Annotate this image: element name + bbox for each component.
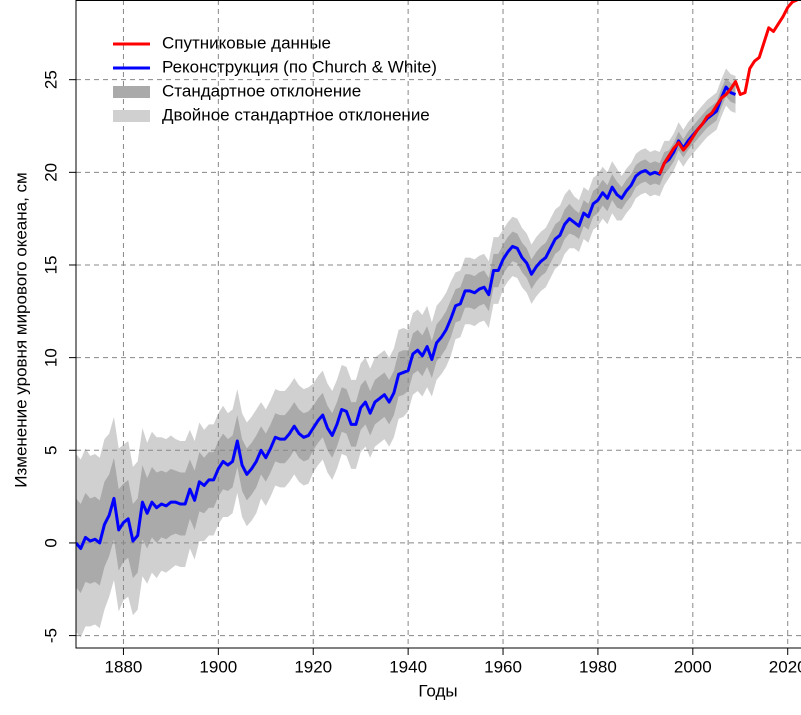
y-tick-label: -5: [41, 628, 60, 643]
legend-label: Реконструкция (по Church & White): [162, 57, 437, 76]
legend-label: Спутниковые данные: [162, 33, 331, 52]
series-line: [76, 85, 737, 550]
x-tick-label: 2000: [674, 657, 712, 676]
legend-label: Стандартное отклонение: [162, 81, 361, 100]
series-line: [658, 0, 798, 175]
y-tick-label: 20: [41, 163, 60, 182]
y-tick-label: 10: [41, 348, 60, 367]
legend-swatch: [113, 110, 150, 122]
legend: Спутниковые данные Реконструкция (по Chur…: [113, 33, 437, 124]
x-tick-label: 1960: [484, 657, 522, 676]
x-tick-label: 1980: [579, 657, 617, 676]
x-tick-label: 1920: [294, 657, 332, 676]
bands: [76, 68, 736, 638]
legend-label: Двойное стандартное отклонение: [162, 105, 430, 124]
x-tick-label: 1900: [199, 657, 237, 676]
y-axis-title: Изменение уровня мирового океана, см: [11, 172, 30, 488]
x-tick-label: 2020: [769, 657, 801, 676]
y-tick-label: 25: [41, 70, 60, 89]
grid: 1880 1900 1920 1940 1960 1980 2000 2020 -5 0 5 10 15…: [41, 0, 801, 676]
y-tick-label: 15: [41, 256, 60, 275]
x-axis-title: Годы: [418, 681, 457, 700]
plot-frame: [75, 0, 801, 649]
y-tick-label: 0: [41, 538, 60, 547]
lines: [76, 0, 798, 550]
x-tick-label: 1880: [105, 657, 143, 676]
x-tick-label: 1940: [389, 657, 427, 676]
legend-swatch: [113, 86, 150, 98]
y-tick-label: 5: [41, 446, 60, 455]
